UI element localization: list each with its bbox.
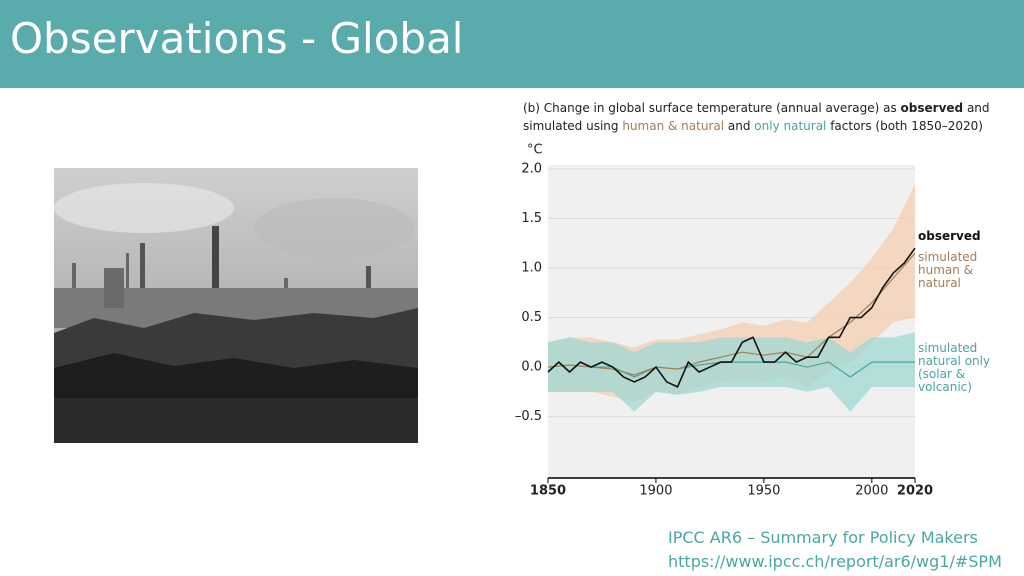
x-tick-label: 1850 xyxy=(530,484,566,499)
title-part: human & natural xyxy=(622,119,725,133)
x-tick-label: 1900 xyxy=(639,484,672,499)
photo xyxy=(54,168,418,443)
series-line xyxy=(547,252,916,376)
header: Observations - Global xyxy=(0,0,1024,88)
y-tick-label: 1.0 xyxy=(521,261,542,276)
y-tick-label: 1.5 xyxy=(521,211,542,226)
legend-label: observed xyxy=(918,229,981,243)
y-tick-label: –0.5 xyxy=(515,409,542,424)
y-axis-label: °C xyxy=(527,143,543,158)
title-part: only natural xyxy=(754,119,827,133)
slide-title: Observations - Global xyxy=(10,14,464,63)
source-url: https://www.ipcc.ch/report/ar6/wg1/#SPM xyxy=(668,552,1002,571)
x-tick-label: 2020 xyxy=(897,484,933,499)
title-part: (b) Change in global surface temperature… xyxy=(523,101,901,115)
source-line: IPCC AR6 – Summary for Policy Makers xyxy=(668,528,978,547)
legend-label: simulated natural only (solar & volcanic… xyxy=(918,341,991,394)
range-band xyxy=(548,332,915,412)
x-tick-label: 2000 xyxy=(855,484,888,499)
title-part: and xyxy=(724,119,755,133)
chart-title-line: (b) Change in global surface temperature… xyxy=(523,101,990,115)
y-tick-label: 0.0 xyxy=(521,360,542,375)
title-part: simulated using xyxy=(523,119,623,133)
x-tick-label: 1950 xyxy=(747,484,780,499)
y-tick-label: 0.5 xyxy=(521,310,542,325)
title-part: and xyxy=(963,101,990,115)
title-part: observed xyxy=(900,101,964,115)
legend-label: simulated human & natural xyxy=(918,250,978,290)
chart-title-line: simulated using human & natural and only… xyxy=(523,119,983,133)
y-tick-label: 2.0 xyxy=(521,161,542,176)
series-line xyxy=(547,247,916,388)
title-part: factors (both 1850–2020) xyxy=(826,119,983,133)
